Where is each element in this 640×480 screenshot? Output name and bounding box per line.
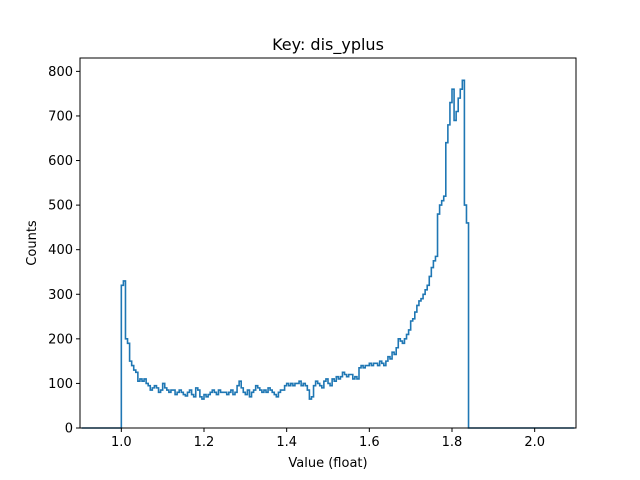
x-tick-label: 1.8 [442,435,463,450]
y-tick-label: 700 [48,109,73,124]
x-tick-label: 1.4 [276,435,297,450]
y-tick-label: 100 [48,377,73,392]
plot-area [81,79,575,429]
y-tick-label: 500 [48,199,73,214]
x-tick-label: 1.2 [194,435,215,450]
x-axis: 1.0 1.2 1.4 1.6 1.8 2.0 [111,428,545,450]
x-axis-label: Value (float) [288,456,367,471]
y-axis: 0 100 200 300 400 500 600 700 800 [48,65,80,437]
y-tick-label: 600 [48,154,73,169]
x-tick-label: 1.0 [111,435,132,450]
histogram-step-line [81,79,575,429]
x-tick-label: 1.6 [359,435,380,450]
y-axis-label: Counts [25,220,40,266]
y-tick-label: 400 [48,243,73,258]
y-tick-label: 800 [48,65,73,80]
x-tick-label: 2.0 [524,435,545,450]
y-tick-label: 0 [65,422,73,437]
axes-frame [79,57,577,429]
chart-title: Key: dis_yplus [272,35,384,55]
y-tick-label: 300 [48,288,73,303]
y-tick-label: 200 [48,332,73,347]
